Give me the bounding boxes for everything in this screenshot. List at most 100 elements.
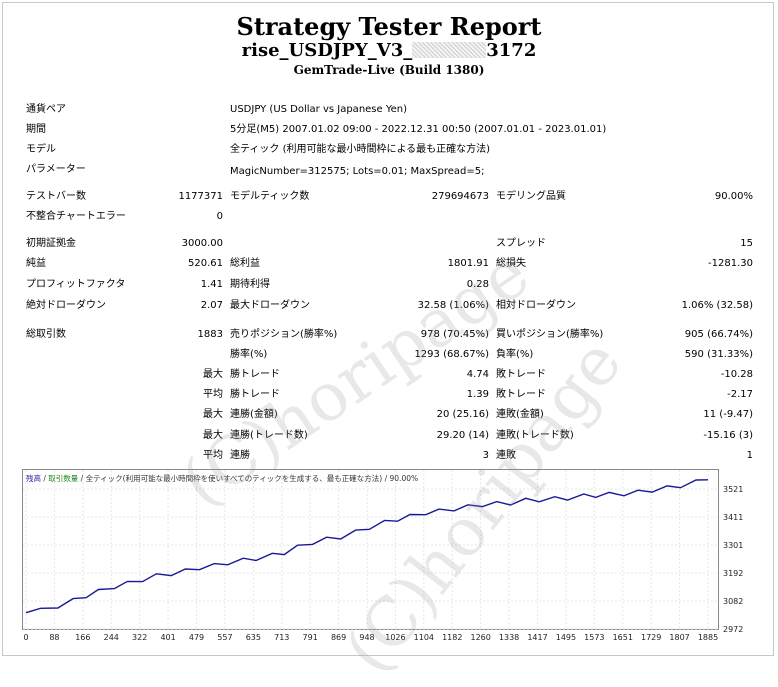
x-tick-label: 166: [75, 633, 90, 642]
x-tick-label: 869: [331, 633, 346, 642]
balance-line: [25, 479, 709, 614]
info-label: 通貨ペア: [26, 104, 66, 115]
stat-label: 連敗(トレード数): [496, 430, 574, 441]
stat-value: 1801.91: [447, 258, 489, 269]
legend-balance: 残高: [26, 473, 41, 483]
stat-value: 4.74: [466, 369, 489, 380]
stat-label: 初期証拠金: [26, 238, 76, 249]
x-tick-label: 1104: [414, 633, 434, 642]
x-tick-label: 1417: [527, 633, 547, 642]
stat-value: -1281.30: [708, 258, 753, 269]
stat-label: 連敗: [496, 450, 516, 461]
stat-value: 15: [740, 238, 753, 249]
x-tick-label: 0: [23, 633, 28, 642]
report-subtitle: rise_USDJPY_V3_ 3172: [0, 40, 778, 61]
chart-grid: [23, 470, 718, 630]
stat-value: 2.07: [200, 300, 223, 311]
stat-value: -15.16 (3): [703, 430, 753, 441]
info-value: 5分足(M5) 2007.01.02 09:00 - 2022.12.31 00…: [230, 124, 607, 135]
stat-value: 590 (31.33%): [684, 349, 753, 360]
stat-qualifier: 最大: [203, 409, 223, 420]
stat-value: 978 (70.45%): [420, 329, 489, 340]
chart-legend: 残高 / 取引数量 / 全ティック(利用可能な最小時間枠を使いすべてのティックを…: [26, 473, 418, 483]
stat-value: 32.58 (1.06%): [417, 300, 489, 311]
stat-label: 総利益: [230, 258, 260, 269]
stat-label: 敗トレード: [496, 389, 546, 400]
build-info: GemTrade-Live (Build 1380): [293, 63, 485, 77]
x-tick-label: 713: [274, 633, 289, 642]
stat-value: 1: [746, 450, 753, 461]
stat-label: 勝トレード: [230, 369, 280, 380]
x-tick-label: 244: [104, 633, 119, 642]
info-label: モデル: [26, 144, 56, 155]
x-tick-label: 948: [359, 633, 374, 642]
stat-label: 総損失: [496, 258, 526, 269]
chart-plot-area: [22, 469, 719, 630]
x-axis-ticks: 0 88 166 244 322 401 479 557 635 713 791 869 948 1026…: [23, 633, 718, 642]
stat-label: 勝トレード: [230, 389, 280, 400]
legend-quality: 90.00%: [390, 474, 419, 483]
x-tick-label: 1495: [556, 633, 576, 642]
stat-value: 1.41: [200, 279, 223, 290]
x-tick-label: 1026: [385, 633, 405, 642]
stat-label: 負率(%): [496, 349, 534, 360]
stat-value: 0.28: [466, 279, 489, 290]
stat-qualifier: 最大: [203, 430, 223, 441]
stat-value: 279694673: [431, 191, 489, 202]
x-tick-label: 1573: [584, 633, 604, 642]
stat-label: プロフィットファクタ: [26, 279, 126, 290]
stat-label: 売りポジション(勝率%): [230, 329, 338, 340]
y-tick-label: 3411: [723, 513, 743, 522]
stat-value: -2.17: [727, 389, 753, 400]
stat-qualifier: 平均: [203, 389, 223, 400]
x-tick-label: 1338: [499, 633, 519, 642]
legend-volume: 取引数量: [48, 473, 78, 483]
y-tick-label: 3521: [723, 485, 743, 494]
y-tick-label: 2972: [723, 625, 743, 634]
stat-label: テストバー数: [26, 191, 86, 202]
x-tick-label: 791: [303, 633, 318, 642]
info-label: パラメーター: [26, 164, 86, 175]
x-tick-label: 1651: [613, 633, 633, 642]
stat-label: 連勝: [230, 450, 250, 461]
legend-separator: /: [78, 474, 85, 483]
stat-value: -10.28: [720, 369, 753, 380]
y-tick-label: 3192: [723, 569, 743, 578]
stat-label: 敗トレード: [496, 369, 546, 380]
stat-value: 29.20 (14): [436, 430, 489, 441]
redaction-mask: [412, 42, 487, 58]
legend-separator: /: [382, 474, 389, 483]
stat-value: 3: [482, 450, 489, 461]
subtitle-suffix: 3172: [486, 40, 537, 61]
stat-label: 不整合チャートエラー: [26, 211, 126, 222]
stat-value: 0: [216, 211, 223, 222]
x-tick-label: 1885: [698, 633, 718, 642]
info-value: 全ティック (利用可能な最小時間枠による最も正確な方法): [230, 144, 491, 155]
x-tick-label: 635: [246, 633, 261, 642]
stat-qualifier: 最大: [203, 369, 223, 380]
x-tick-label: 557: [217, 633, 232, 642]
stat-label: モデリング品質: [496, 191, 566, 202]
stat-label: 期待利得: [230, 279, 270, 290]
x-tick-label: 1729: [641, 633, 661, 642]
stat-value: 520.61: [188, 258, 223, 269]
stat-label: スプレッド: [496, 238, 546, 249]
legend-separator: /: [41, 474, 48, 483]
stat-value: 11 (-9.47): [703, 409, 753, 420]
stat-label: 純益: [26, 258, 46, 269]
stat-label: 勝率(%): [230, 349, 268, 360]
x-tick-label: 1807: [669, 633, 689, 642]
x-tick-label: 401: [160, 633, 175, 642]
stat-label: 連勝(金額): [230, 409, 278, 420]
x-tick-label: 322: [132, 633, 147, 642]
y-tick-label: 3301: [723, 541, 743, 550]
stat-value: 1.39: [466, 389, 489, 400]
report-frame: [2, 2, 774, 656]
report-title: Strategy Tester Report: [236, 12, 542, 41]
stat-value: 1177371: [178, 191, 223, 202]
subtitle-prefix: rise_USDJPY_V3_: [241, 40, 413, 61]
stat-value: 905 (66.74%): [684, 329, 753, 340]
stat-label: 買いポジション(勝率%): [496, 329, 604, 340]
info-label: 期間: [26, 124, 46, 135]
stat-label: 連勝(トレード数): [230, 430, 308, 441]
